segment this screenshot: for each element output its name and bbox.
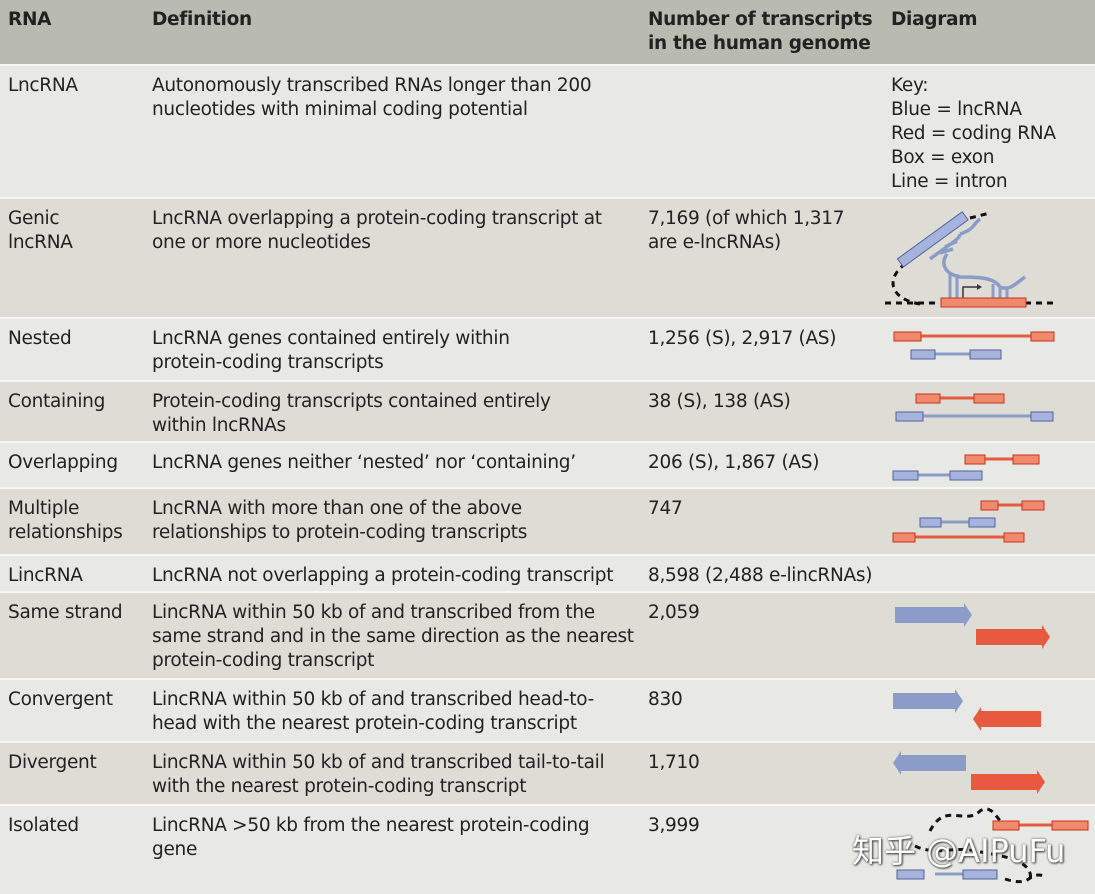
watermark: 知乎 @AIPuFu	[852, 832, 1066, 870]
table-row: Genic lncRNA LncRNA overlapping a protei…	[0, 197, 1095, 317]
table-row: LincRNA LncRNA not overlapping a protein…	[0, 554, 1095, 591]
transcript-count: 38 (S), 138 (AS)	[648, 391, 791, 412]
transcript-count: 2,059	[648, 602, 700, 623]
transcript-count: 8,598 (2,488 e-lincRNAs)	[648, 565, 873, 586]
diagram-nested	[893, 331, 1055, 360]
table-row: Isolated LincRNA >50 kb from the nearest…	[0, 804, 1095, 892]
definition: LncRNA with more than one of the above r…	[152, 498, 528, 543]
diagram-convergent-arrows	[893, 689, 1041, 731]
diagram-isolated	[896, 807, 1089, 884]
definition: LncRNA not overlapping a protein-coding …	[152, 565, 614, 586]
table-row: LncRNA Autonomously transcribed RNAs lon…	[0, 64, 1095, 197]
transcript-count: 747	[648, 498, 683, 519]
definition: Protein-coding transcripts contained ent…	[152, 391, 551, 436]
transcript-count: 830	[648, 689, 683, 710]
header-rna: RNA	[8, 9, 52, 30]
definition: LincRNA within 50 kb of and transcribed …	[152, 752, 605, 797]
rna-type: Isolated	[8, 815, 79, 836]
diagram-multiple	[892, 500, 1045, 543]
rna-type: Genic lncRNA	[8, 208, 73, 253]
rna-type: LncRNA	[8, 75, 78, 96]
diagram-genic-structure	[885, 211, 1055, 308]
transcript-count: 7,169 (of which 1,317 are e-lncRNAs)	[648, 208, 845, 253]
transcript-count: 3,999	[648, 815, 700, 836]
header-diagram: Diagram	[891, 9, 978, 30]
transcript-count: 206 (S), 1,867 (AS)	[648, 452, 820, 473]
diagram-same-strand-arrows	[895, 603, 1050, 649]
rna-type: Divergent	[8, 752, 97, 773]
rna-type: Same strand	[8, 602, 123, 623]
definition: LincRNA within 50 kb of and transcribed …	[152, 602, 634, 671]
rna-type: Nested	[8, 328, 72, 349]
table-header: RNA Definition Number of transcripts in …	[0, 0, 1095, 64]
transcript-count: 1,256 (S), 2,917 (AS)	[648, 328, 837, 349]
header-number: Number of transcripts in the human genom…	[648, 9, 873, 54]
diagram-containing	[895, 393, 1054, 422]
table-row: Nested LncRNA genes contained entirely w…	[0, 317, 1095, 380]
table-row: Convergent LincRNA within 50 kb of and t…	[0, 678, 1095, 741]
rna-type: Overlapping	[8, 452, 118, 473]
definition: LncRNA genes contained entirely within p…	[152, 328, 510, 373]
definition: Autonomously transcribed RNAs longer tha…	[152, 75, 592, 120]
rna-type: Multiple relationships	[8, 498, 123, 543]
table-row: Overlapping LncRNA genes neither ‘nested…	[0, 441, 1095, 487]
transcript-count: 1,710	[648, 752, 700, 773]
rna-type: Containing	[8, 391, 106, 412]
diagram-overlapping	[892, 454, 1040, 481]
table-row: Divergent LincRNA within 50 kb of and tr…	[0, 741, 1095, 804]
header-definition: Definition	[152, 9, 252, 30]
table-row: Containing Protein-coding transcripts co…	[0, 380, 1095, 441]
diagram-divergent-arrows	[893, 751, 1045, 794]
definition: LincRNA >50 kb from the nearest protein-…	[152, 815, 590, 860]
diagram-key: Key: Blue = lncRNA Red = coding RNA Box …	[891, 75, 1056, 192]
rna-type: LincRNA	[8, 565, 83, 586]
rna-type: Convergent	[8, 689, 113, 710]
definition: LincRNA within 50 kb of and transcribed …	[152, 689, 595, 734]
definition: LncRNA genes neither ‘nested’ nor ‘conta…	[152, 452, 576, 473]
table-row: Multiple relationships LncRNA with more …	[0, 487, 1095, 554]
definition: LncRNA overlapping a protein-coding tran…	[152, 208, 602, 253]
table-row: Same strand LincRNA within 50 kb of and …	[0, 591, 1095, 678]
